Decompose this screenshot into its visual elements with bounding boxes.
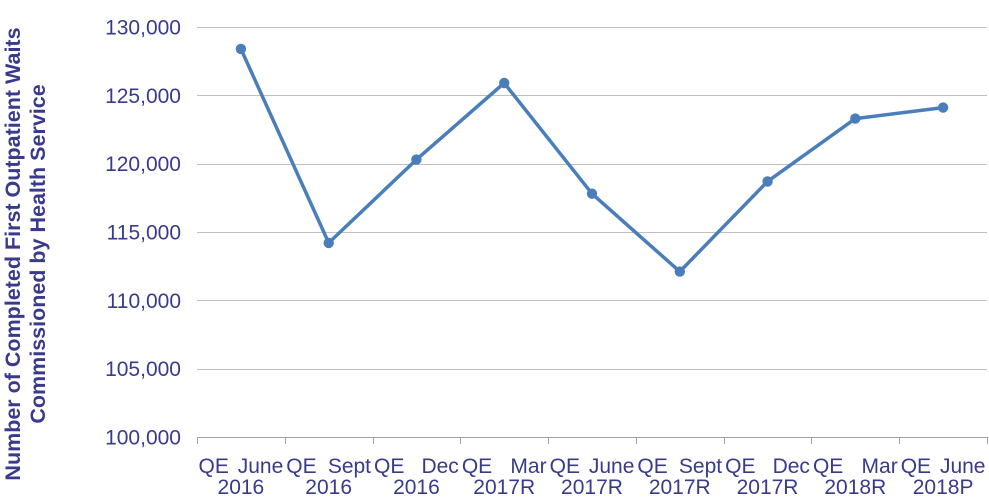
y-tick-label: 120,000	[105, 153, 181, 176]
y-tick-label: 110,000	[107, 290, 181, 313]
data-point	[674, 266, 685, 277]
gridlines	[197, 27, 987, 438]
data-point	[762, 176, 773, 187]
x-tick-label: QE Mar 2017R	[461, 455, 547, 499]
x-tick-label: QE Mar 2018R	[812, 455, 898, 499]
x-tick-label: QE Dec 2016	[374, 455, 459, 499]
y-tick-label: 100,000	[105, 427, 181, 450]
y-axis-title: Number of Completed First Outpatient Wai…	[1, 27, 50, 481]
y-tick-label: 130,000	[105, 17, 181, 40]
data-point	[499, 77, 510, 89]
x-tick-label: QE June 2016	[198, 455, 284, 499]
x-tick-label: QE Sept 2016	[286, 455, 372, 499]
y-tick-label: 115,000	[107, 222, 181, 245]
y-tick-label: 125,000	[105, 85, 181, 108]
data-point	[235, 43, 247, 55]
data-point	[850, 113, 861, 124]
data-point	[937, 102, 949, 113]
x-axis-tick-marks	[197, 437, 988, 444]
series	[235, 43, 949, 277]
x-tick-label: QE Dec 2017R	[725, 455, 810, 499]
x-tick-label: QE Sept 2017R	[637, 455, 723, 499]
data-point	[411, 154, 422, 165]
x-tick-label: QE June 2017R	[549, 455, 635, 499]
y-axis-tick-labels: 100,000 105,000 110,000 115,000 120,000 125,0…	[105, 17, 181, 450]
y-tick-label: 105,000	[105, 358, 181, 381]
x-tick-label: QE June 2018P	[900, 455, 986, 499]
data-point	[586, 188, 598, 199]
data-point	[323, 237, 334, 249]
